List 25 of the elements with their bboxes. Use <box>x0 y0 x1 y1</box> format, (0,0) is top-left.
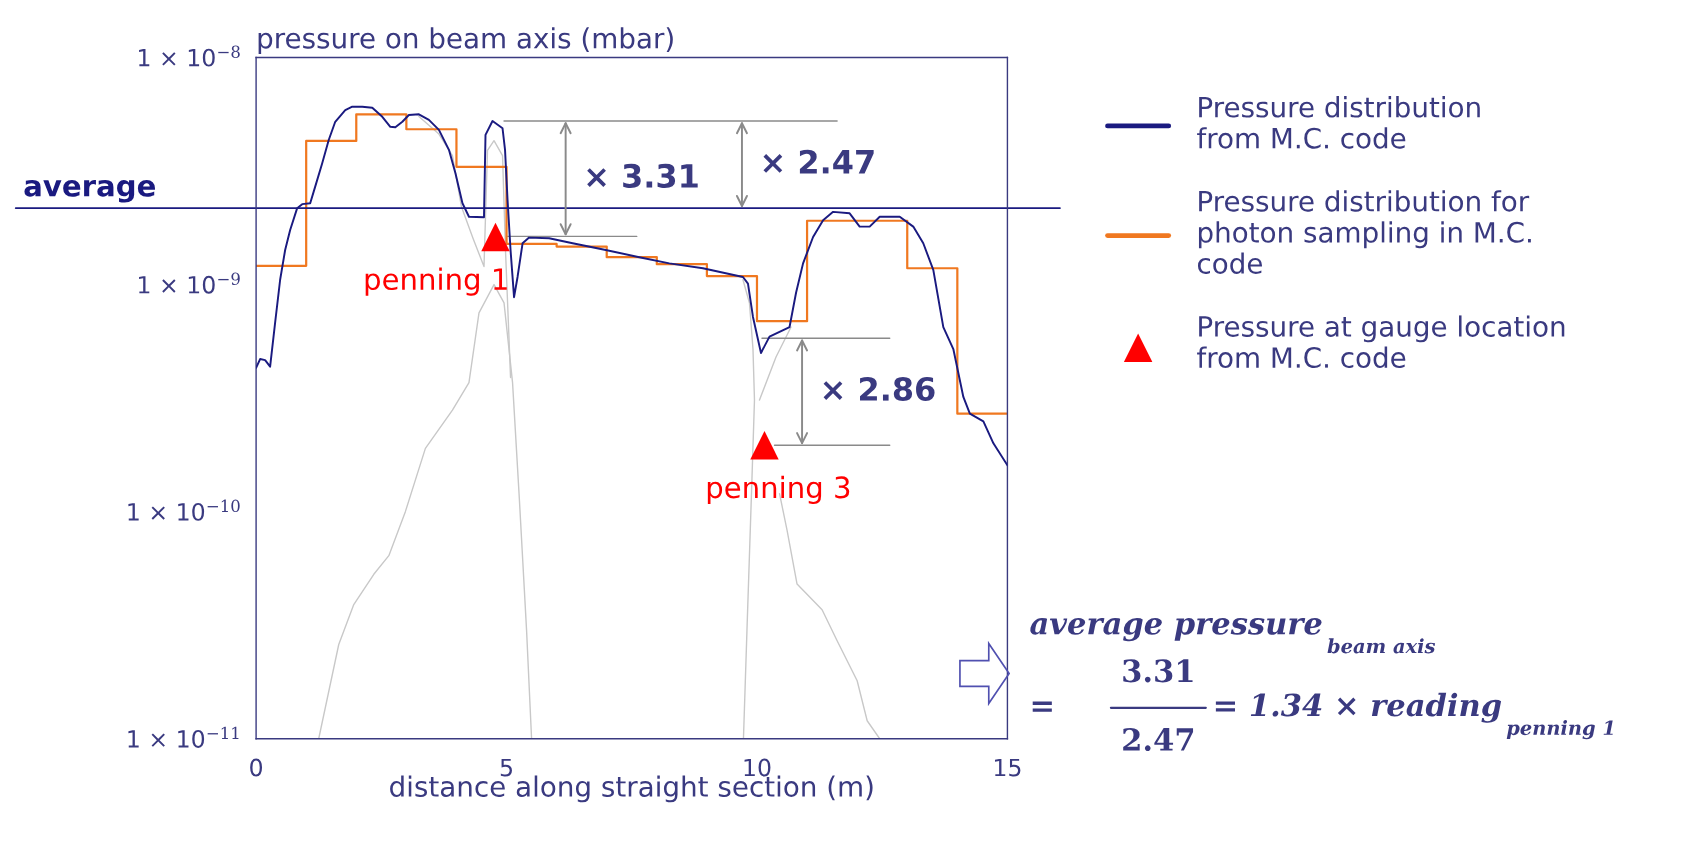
annotation: × 3.31 <box>587 163 698 188</box>
y-tick-label: 1 × 10$^{−10}$ <box>128 499 240 521</box>
text: = 1.34 × reading <box>1215 692 1502 723</box>
text: penning 1 <box>1506 720 1613 740</box>
ref-line-label: average <box>24 179 155 203</box>
legend-label: Pressure distribution from M.C. code <box>1197 96 1480 149</box>
legend-label: Pressure distribution for photon sampling in M.C. code <box>1197 190 1531 274</box>
annotation: penning 1 <box>365 267 507 296</box>
x-tick-label: 0 <box>250 758 263 777</box>
y-tick-label: 1 × 10$^{−8}$ <box>139 45 240 67</box>
annotation: × 2.47 <box>763 149 874 174</box>
y-axis-title: pressure on beam axis (mbar) <box>258 27 673 55</box>
x-tick-label: 5 <box>500 758 512 777</box>
annotation: × 2.86 <box>823 376 935 402</box>
x-tick-label: 15 <box>995 758 1021 777</box>
text: = <box>1032 701 1052 712</box>
x-tick-label: 10 <box>744 758 771 777</box>
text: 3.31 <box>1123 659 1193 683</box>
annotation: penning 3 <box>707 475 850 505</box>
text: beam axis <box>1327 638 1436 654</box>
text: 2.47 <box>1123 727 1194 752</box>
y-tick-label: 1 × 10$^{−9}$ <box>139 272 240 294</box>
y-tick-label: 1 × 10$^{−11}$ <box>128 726 239 748</box>
legend-label: Pressure at gauge location from M.C. code <box>1197 315 1565 369</box>
text: average pressure <box>1030 618 1322 642</box>
